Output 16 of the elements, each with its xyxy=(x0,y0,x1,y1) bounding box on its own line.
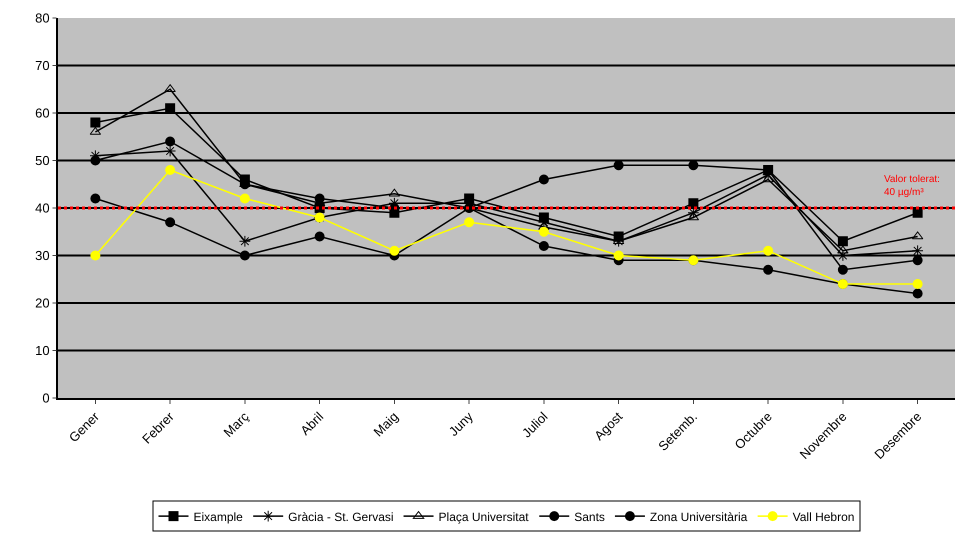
legend-label: Eixample xyxy=(194,510,244,524)
y-tick-label: 60 xyxy=(35,106,50,121)
y-tick-label: 50 xyxy=(35,153,50,168)
ref-line-label: Valor tolerat: 40 µg/m³ xyxy=(884,174,940,198)
y-tick-label: 30 xyxy=(35,248,50,264)
legend-label: Vall Hebron xyxy=(792,510,854,524)
legend-label: Sants xyxy=(574,510,605,524)
legend-label: Zona Universitària xyxy=(650,510,748,524)
y-tick-label: 80 xyxy=(35,10,50,26)
y-tick-label: 40 xyxy=(35,200,50,216)
legend-label: Plaça Universitat xyxy=(438,510,530,524)
y-tick-label: 10 xyxy=(35,343,50,358)
y-tick-label: 0 xyxy=(42,390,50,406)
y-tick-label: 70 xyxy=(35,58,50,74)
legend-label: Gràcia - St. Gervasi xyxy=(288,510,394,524)
y-tick-label: 20 xyxy=(35,296,50,311)
